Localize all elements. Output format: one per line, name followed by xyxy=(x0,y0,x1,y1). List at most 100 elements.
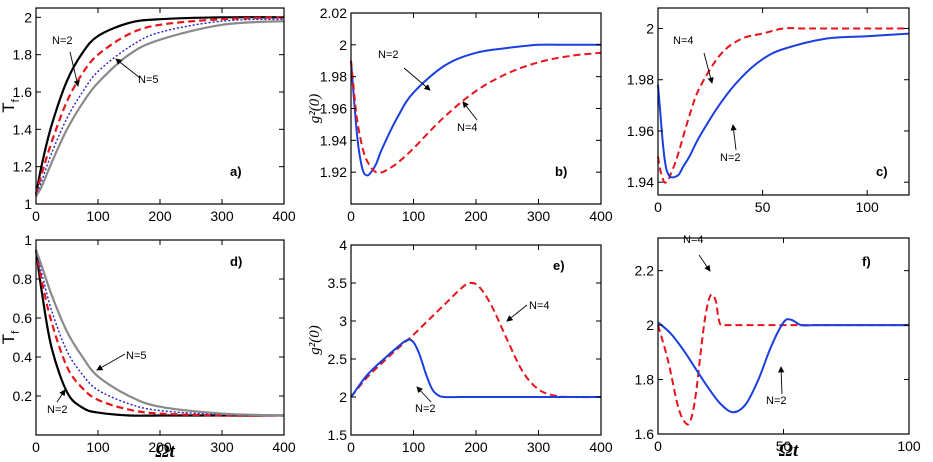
x-tick-label-b-4: 400 xyxy=(589,208,613,224)
panel-label-d: d) xyxy=(230,254,242,269)
y-tick-label-e-5: 4 xyxy=(339,237,347,253)
annotation-d-1: N=2 xyxy=(47,404,68,416)
panel-b: 0 100 200 300 400 1.92 1.94 1.96 1.98 2 2.02 g²(0) b… xyxy=(307,5,613,224)
panel-d: 0 100 200 300 400 0.2 0.4 0.6 0.8 1 Tf Ωt d) N=5 N=2 xyxy=(0,232,296,462)
x-tick-label-c-2: 100 xyxy=(855,199,879,215)
series-line-c-0 xyxy=(657,27,909,184)
plot-frame-e xyxy=(350,244,602,436)
series-line-e-1 xyxy=(350,338,601,399)
panel-label-b: b) xyxy=(555,164,567,179)
panel-label-e: e) xyxy=(553,258,565,273)
series-line-b-1 xyxy=(350,51,602,174)
plot-frame-c xyxy=(657,7,910,196)
x-tick-label-a-0: 0 xyxy=(32,208,40,224)
y-tick-label-e-3: 3 xyxy=(339,313,347,329)
y-tick-label-a-1: 1.2 xyxy=(13,159,33,175)
y-tick-label-c-1: 1.96 xyxy=(627,123,654,139)
annotation-arrow-c-1 xyxy=(730,124,737,151)
annotation-arrow-f-0 xyxy=(698,254,711,272)
x-tick-label-c-0: 0 xyxy=(654,199,662,215)
y-tick-label-b-0: 1.92 xyxy=(320,164,347,180)
x-tick-label-d-0: 0 xyxy=(32,439,40,455)
y-tick-label-f-1: 1.8 xyxy=(635,372,655,388)
series-line-f-0 xyxy=(657,293,910,426)
annotation-b-1: N=4 xyxy=(457,122,478,134)
series-line-c-1 xyxy=(657,32,910,179)
series-line-a-3 xyxy=(35,20,285,198)
y-tick-label-e-4: 3.5 xyxy=(328,275,348,291)
annotation-arrow-f-1 xyxy=(778,366,785,395)
y-tick-label-a-2: 1.4 xyxy=(13,121,33,137)
series-line-f-1 xyxy=(657,318,910,414)
x-tick-label-d-2: 200 xyxy=(148,439,172,455)
annotation-arrow-e-0 xyxy=(506,304,528,322)
annotation-d-0: N=5 xyxy=(126,350,147,362)
y-axis-label-a: Tf xyxy=(0,98,22,112)
y-tick-label-d-4: 1 xyxy=(24,232,32,248)
panel-label-a: a) xyxy=(230,164,242,179)
x-tick-label-b-0: 0 xyxy=(347,208,355,224)
annotation-c-0: N=4 xyxy=(673,35,694,47)
panel-a: 0 100 200 300 400 1 1.2 1.4 1.6 1.8 2 Tf a) N=2 N=5 xyxy=(0,7,296,224)
series-line-d-0 xyxy=(34,249,285,417)
series-line-a-1 xyxy=(34,16,285,195)
panel-e: 0 100 200 300 400 1.5 2 2.5 3 3.5 4 g²(0) e) N=4 N=2 xyxy=(307,237,613,455)
y-axis-label-e: g²(0) xyxy=(307,325,323,355)
y-tick-label-f-0: 1.6 xyxy=(635,426,655,442)
y-tick-label-c-2: 1.98 xyxy=(627,72,654,88)
x-tick-label-a-3: 300 xyxy=(210,208,234,224)
series-line-d-3 xyxy=(34,249,285,417)
y-axis-label-subscript-d: f xyxy=(10,330,22,334)
y-tick-label-e-2: 2.5 xyxy=(328,351,348,367)
annotation-arrow-d-0 xyxy=(96,353,126,371)
x-tick-label-e-2: 200 xyxy=(464,439,488,455)
y-tick-label-a-4: 1.8 xyxy=(13,47,33,63)
series-line-e-0 xyxy=(350,281,602,399)
x-axis-label-f: Ωt xyxy=(779,440,799,461)
x-tick-label-a-1: 100 xyxy=(86,208,110,224)
y-tick-label-b-5: 2.02 xyxy=(320,5,347,21)
annotation-e-1: N=2 xyxy=(415,403,436,415)
y-axis-label-d: Tf xyxy=(0,330,22,344)
annotation-arrow-a-0 xyxy=(69,51,80,87)
annotation-arrow-a-1 xyxy=(115,58,141,79)
y-tick-label-d-2: 0.6 xyxy=(13,310,33,326)
y-tick-label-b-2: 1.96 xyxy=(320,101,347,117)
x-tick-label-d-3: 300 xyxy=(210,439,234,455)
series-line-d-1 xyxy=(34,249,285,417)
x-tick-label-b-3: 300 xyxy=(527,208,551,224)
x-tick-label-f-2: 100 xyxy=(897,438,921,454)
x-tick-label-a-2: 200 xyxy=(148,208,172,224)
x-tick-label-d-1: 100 xyxy=(86,439,110,455)
series-line-a-0 xyxy=(34,16,285,195)
x-axis-label-d: Ωt xyxy=(155,441,175,462)
x-tick-label-e-4: 400 xyxy=(589,439,613,455)
y-tick-label-d-1: 0.4 xyxy=(13,349,33,365)
x-tick-label-f-0: 0 xyxy=(654,438,662,454)
series-line-b-0 xyxy=(350,43,601,177)
y-tick-label-d-0: 0.2 xyxy=(13,388,33,404)
y-tick-label-a-3: 1.6 xyxy=(13,84,33,100)
y-axis-label-subscript-a: f xyxy=(10,98,22,102)
series-line-a-2 xyxy=(35,18,285,197)
annotation-a-1: N=5 xyxy=(138,74,159,86)
annotation-c-1: N=2 xyxy=(720,152,741,164)
x-tick-label-e-0: 0 xyxy=(347,439,355,455)
y-tick-label-b-4: 2 xyxy=(339,37,347,53)
annotation-arrow-c-0 xyxy=(703,52,714,84)
x-tick-label-d-4: 400 xyxy=(272,439,296,455)
x-tick-label-b-2: 200 xyxy=(464,208,488,224)
annotation-b-0: N=2 xyxy=(378,49,399,61)
annotation-arrow-b-0 xyxy=(403,67,431,91)
x-tick-label-f-1: 50 xyxy=(776,438,792,454)
x-tick-label-b-1: 100 xyxy=(402,208,426,224)
x-tick-label-a-4: 400 xyxy=(272,208,296,224)
x-tick-label-e-1: 100 xyxy=(402,439,426,455)
y-tick-label-a-5: 2 xyxy=(24,9,32,25)
y-tick-label-a-0: 1 xyxy=(24,196,32,212)
y-tick-label-e-1: 2 xyxy=(339,389,347,405)
annotation-arrow-b-1 xyxy=(462,101,478,121)
x-tick-label-c-1: 50 xyxy=(755,199,771,215)
panel-label-f: f) xyxy=(862,254,871,269)
panel-label-c: c) xyxy=(876,164,888,179)
